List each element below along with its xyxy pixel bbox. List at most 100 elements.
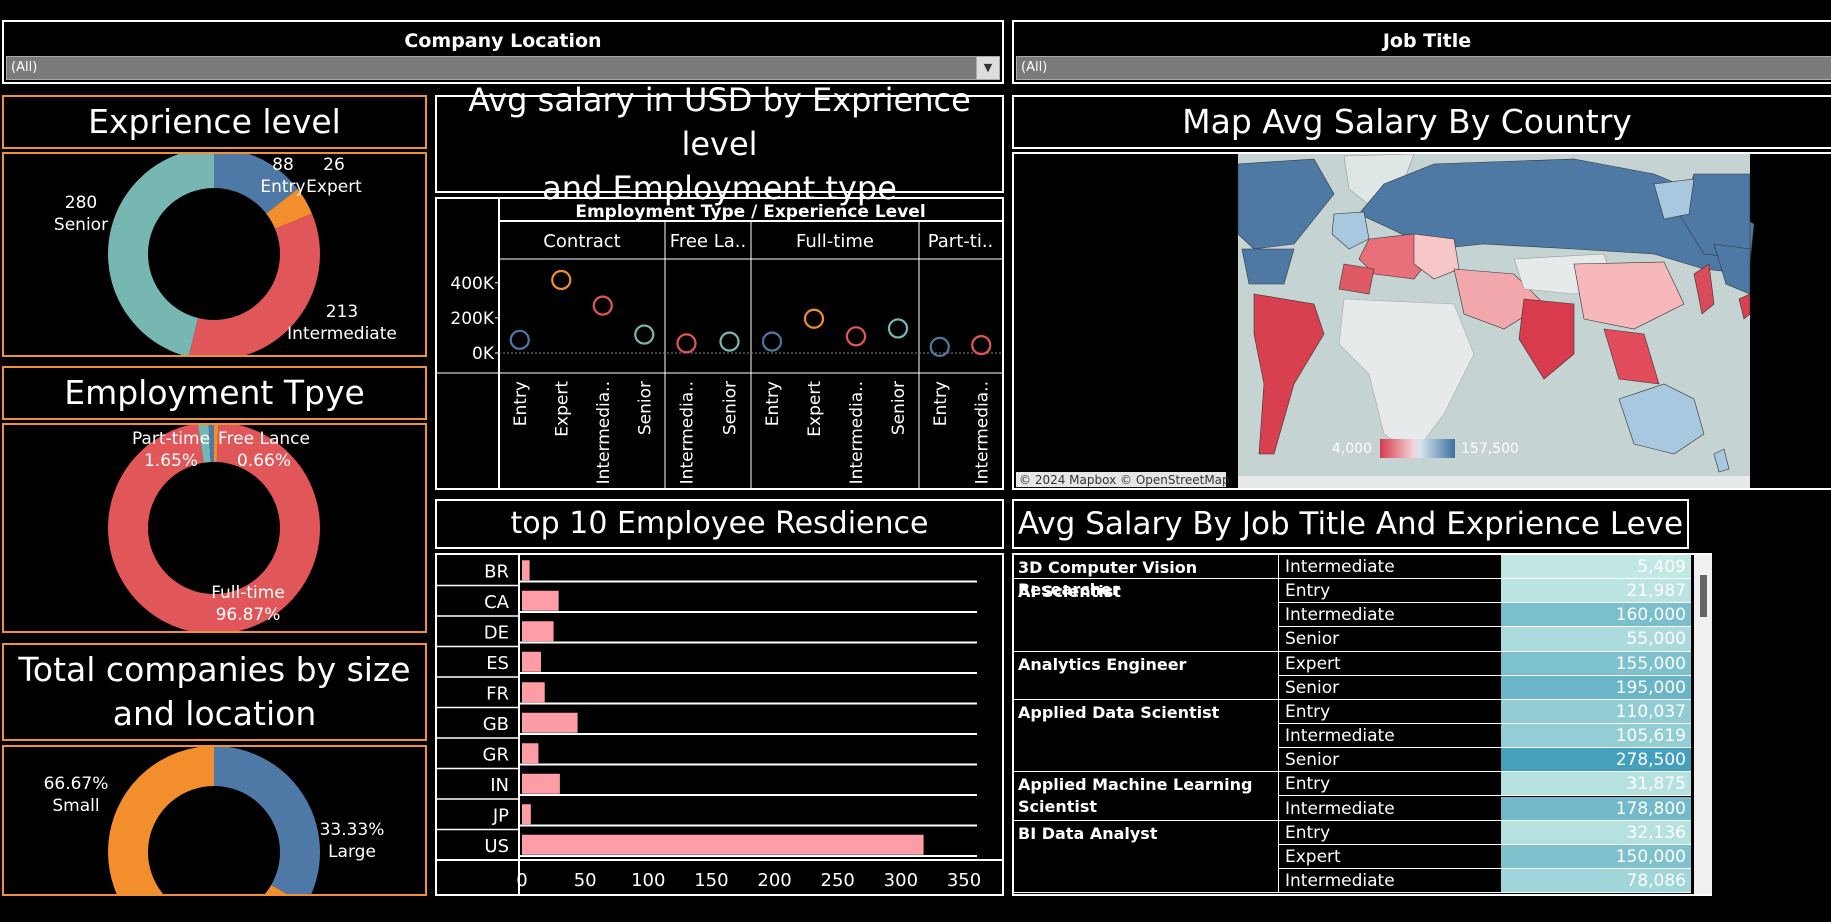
avg-salary-scatter-chart[interactable]: Employment Type / Experience Level Contra…	[437, 199, 1002, 488]
avg-salary-cell[interactable]: 32,136	[1501, 820, 1691, 845]
bar-de[interactable]	[522, 621, 554, 642]
scatter-point[interactable]	[551, 269, 572, 291]
bar-br[interactable]	[522, 560, 530, 581]
experience-level-cell: Intermediate	[1279, 797, 1501, 821]
avg-salary-cell[interactable]: 195,000	[1501, 675, 1691, 700]
scatter-point[interactable]	[719, 331, 740, 352]
donut-slice-part-time[interactable]	[197, 422, 211, 463]
scatter-y-tick: 0K	[472, 344, 495, 364]
bar-x-tick: 300	[884, 870, 918, 891]
scatter-x-label: Intermedia..	[594, 381, 614, 484]
bar-gb[interactable]	[522, 712, 578, 733]
scatter-point[interactable]	[971, 335, 992, 356]
donut-slice-large[interactable]	[214, 746, 320, 905]
donut-label: 26	[323, 155, 345, 175]
donut-slice-full-time[interactable]	[107, 422, 321, 634]
avg-salary-cell[interactable]: 160,000	[1501, 603, 1691, 628]
world-map[interactable]: 4,000 157,500 © 2024 Mapbox © OpenStreet…	[1014, 153, 1831, 488]
map-mexico-wrap	[1738, 293, 1751, 320]
bar-x-tick: 0	[516, 870, 527, 891]
bar-category-label: JP	[492, 805, 509, 826]
scatter-x-label: Senior	[635, 381, 655, 435]
bar-fr[interactable]	[522, 682, 545, 703]
company-size-donut-chart[interactable]: 33.33%Large 66.67%Small	[4, 746, 425, 922]
avg-salary-cell[interactable]: 5,409	[1501, 555, 1691, 580]
residence-panel: BR CA DE ES FR GB GR IN JP US 0 50 100 150 200 250 300 35…	[435, 553, 1004, 896]
avg-salary-cell[interactable]: 21,987	[1501, 579, 1691, 604]
map-australia	[1618, 383, 1705, 455]
bar-jp[interactable]	[522, 804, 531, 825]
bar-x-tick: 150	[694, 870, 728, 891]
avg-salary-cell[interactable]: 150,000	[1501, 844, 1691, 869]
bar-category-label: GR	[483, 744, 509, 765]
avg-salary-cell[interactable]: 110,037	[1501, 699, 1691, 725]
avg-salary-cell[interactable]: 278,500	[1501, 748, 1691, 773]
scatter-point[interactable]	[634, 324, 655, 345]
scatter-x-label: Senior	[721, 381, 741, 435]
donut-slice-small[interactable]	[108, 746, 306, 922]
avg-salary-title: Avg salary in USD by Exprience level and …	[435, 81, 1004, 207]
avg-salary-cell[interactable]: 178,800	[1501, 796, 1691, 821]
avg-salary-cell[interactable]: 78,086	[1501, 868, 1691, 894]
donut-sublabel: Large	[328, 842, 376, 862]
donut-slice-free-lance[interactable]	[214, 422, 219, 463]
bar-us[interactable]	[522, 834, 924, 855]
job-title-cell: Applied Machine Learning Scientist	[1014, 772, 1279, 821]
map-india	[1518, 298, 1575, 380]
map-alaska	[1653, 178, 1695, 220]
bar-gr[interactable]	[522, 743, 539, 764]
scatter-point[interactable]	[676, 333, 697, 354]
scatter-point[interactable]	[761, 331, 783, 352]
bar-category-label: CA	[484, 592, 510, 613]
donut-sublabel: 96.87%	[216, 605, 281, 625]
donut-slice-intermediate[interactable]	[188, 213, 320, 360]
scatter-point[interactable]	[509, 329, 530, 350]
bar-es[interactable]	[522, 651, 541, 672]
donut-slice-entry[interactable]	[214, 148, 298, 214]
donut-sublabel: 1.65%	[144, 451, 198, 471]
experience-level-cell: Entry	[1279, 700, 1501, 725]
avg-salary-panel: Employment Type / Experience Level Contra…	[435, 197, 1004, 490]
avg-salary-cell[interactable]: 31,875	[1501, 772, 1691, 797]
company-size-donut-panel: 33.33% Large 66.67% Small	[2, 745, 427, 922]
scatter-point[interactable]	[803, 308, 825, 329]
map-title: Map Avg Salary By Country	[1012, 95, 1831, 149]
avg-salary-cell[interactable]: 55,000	[1501, 627, 1691, 652]
bar-x-tick: 100	[631, 870, 665, 891]
residence-bar-chart[interactable]: BR CA DE ES FR GB GR IN JP US 0 50 100 150 200 250 300 35…	[437, 555, 1002, 894]
bar-x-tick: 200	[757, 870, 791, 891]
scatter-group-label: Free La..	[670, 231, 746, 252]
map-attribution: © 2024 Mapbox © OpenStreetMap	[1019, 473, 1230, 487]
scatter-point[interactable]	[929, 336, 950, 357]
scatter-point[interactable]	[845, 326, 867, 347]
chevron-down-icon[interactable]: ▼	[976, 57, 999, 79]
donut-slice-expert[interactable]	[266, 189, 313, 229]
scatter-point[interactable]	[592, 295, 613, 316]
donut-slice-senior[interactable]	[107, 148, 214, 357]
map-north-america	[1237, 158, 1335, 250]
map-china	[1573, 261, 1685, 330]
scatter-point[interactable]	[887, 318, 909, 339]
map-legend-gradient	[1380, 439, 1455, 458]
map-eastern-europe	[1413, 233, 1460, 280]
job-title-cell: AI Scientist	[1014, 579, 1279, 652]
job-title-dropdown[interactable]: (All)	[1016, 56, 1831, 80]
table-scrollbar[interactable]	[1694, 555, 1712, 894]
bar-ca[interactable]	[522, 590, 559, 611]
scatter-group-label: Part-ti..	[928, 231, 994, 252]
scatter-x-label: Expert	[805, 381, 825, 437]
company-location-dropdown[interactable]: (All) ▼	[6, 56, 1000, 80]
map-legend-max: 157,500	[1461, 441, 1519, 457]
bar-in[interactable]	[522, 773, 560, 794]
experience-level-cell: Entry	[1279, 579, 1501, 604]
map-legend-min: 4,000	[1332, 441, 1372, 457]
avg-salary-cell[interactable]: 105,619	[1501, 724, 1691, 749]
scatter-x-label: Expert	[552, 381, 572, 437]
avg-salary-cell[interactable]: 155,000	[1501, 651, 1691, 676]
map-panel: 4,000 157,500 © 2024 Mapbox © OpenStreet…	[1012, 152, 1831, 490]
donut-slice-contract[interactable]	[208, 422, 214, 463]
map-canada-wrap	[1678, 173, 1751, 260]
table-scrollbar-thumb[interactable]	[1700, 575, 1707, 617]
